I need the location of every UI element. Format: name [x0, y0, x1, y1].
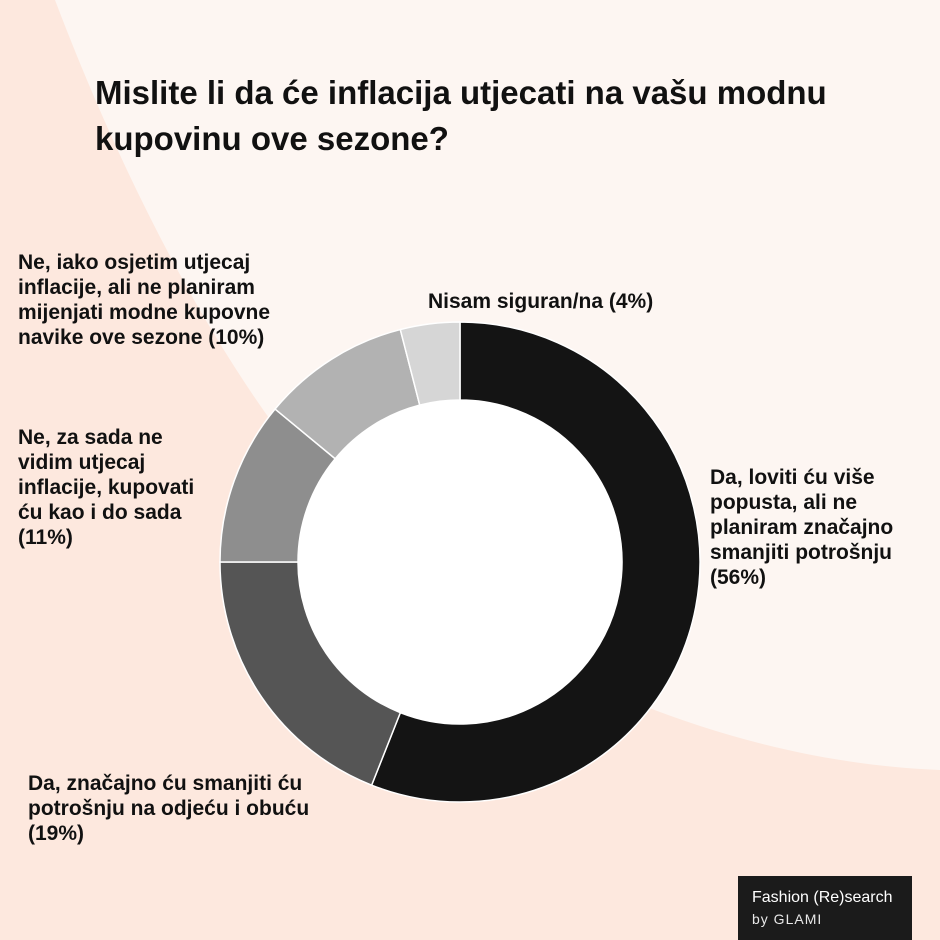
brand-byline: by GLAMI [752, 911, 823, 927]
donut-slices [219, 321, 701, 803]
brand-badge: Fashion (Re)search by GLAMI [738, 876, 912, 940]
brand-name: Fashion (Re)search [752, 889, 893, 906]
donut-hole [298, 400, 622, 724]
slice-label-nisam-siguran: Nisam siguran/na (4%) [428, 290, 654, 313]
slice-label-da-smanjiti: Da, značajno ću smanjiti ću potrošnju na… [28, 772, 310, 845]
slice-label-da-popusti: Da, loviti ću više popusta, ali ne plani… [710, 466, 894, 589]
slice-label-ne-kao-do-sada: Ne, za sada ne vidim utjecaj inflacije, … [18, 426, 195, 549]
slice-label-ne-iako-osjetim: Ne, iako osjetim utjecaj inflacije, ali … [18, 251, 271, 349]
chart-title: Mislite li da će inflacija utjecati na v… [95, 74, 827, 157]
